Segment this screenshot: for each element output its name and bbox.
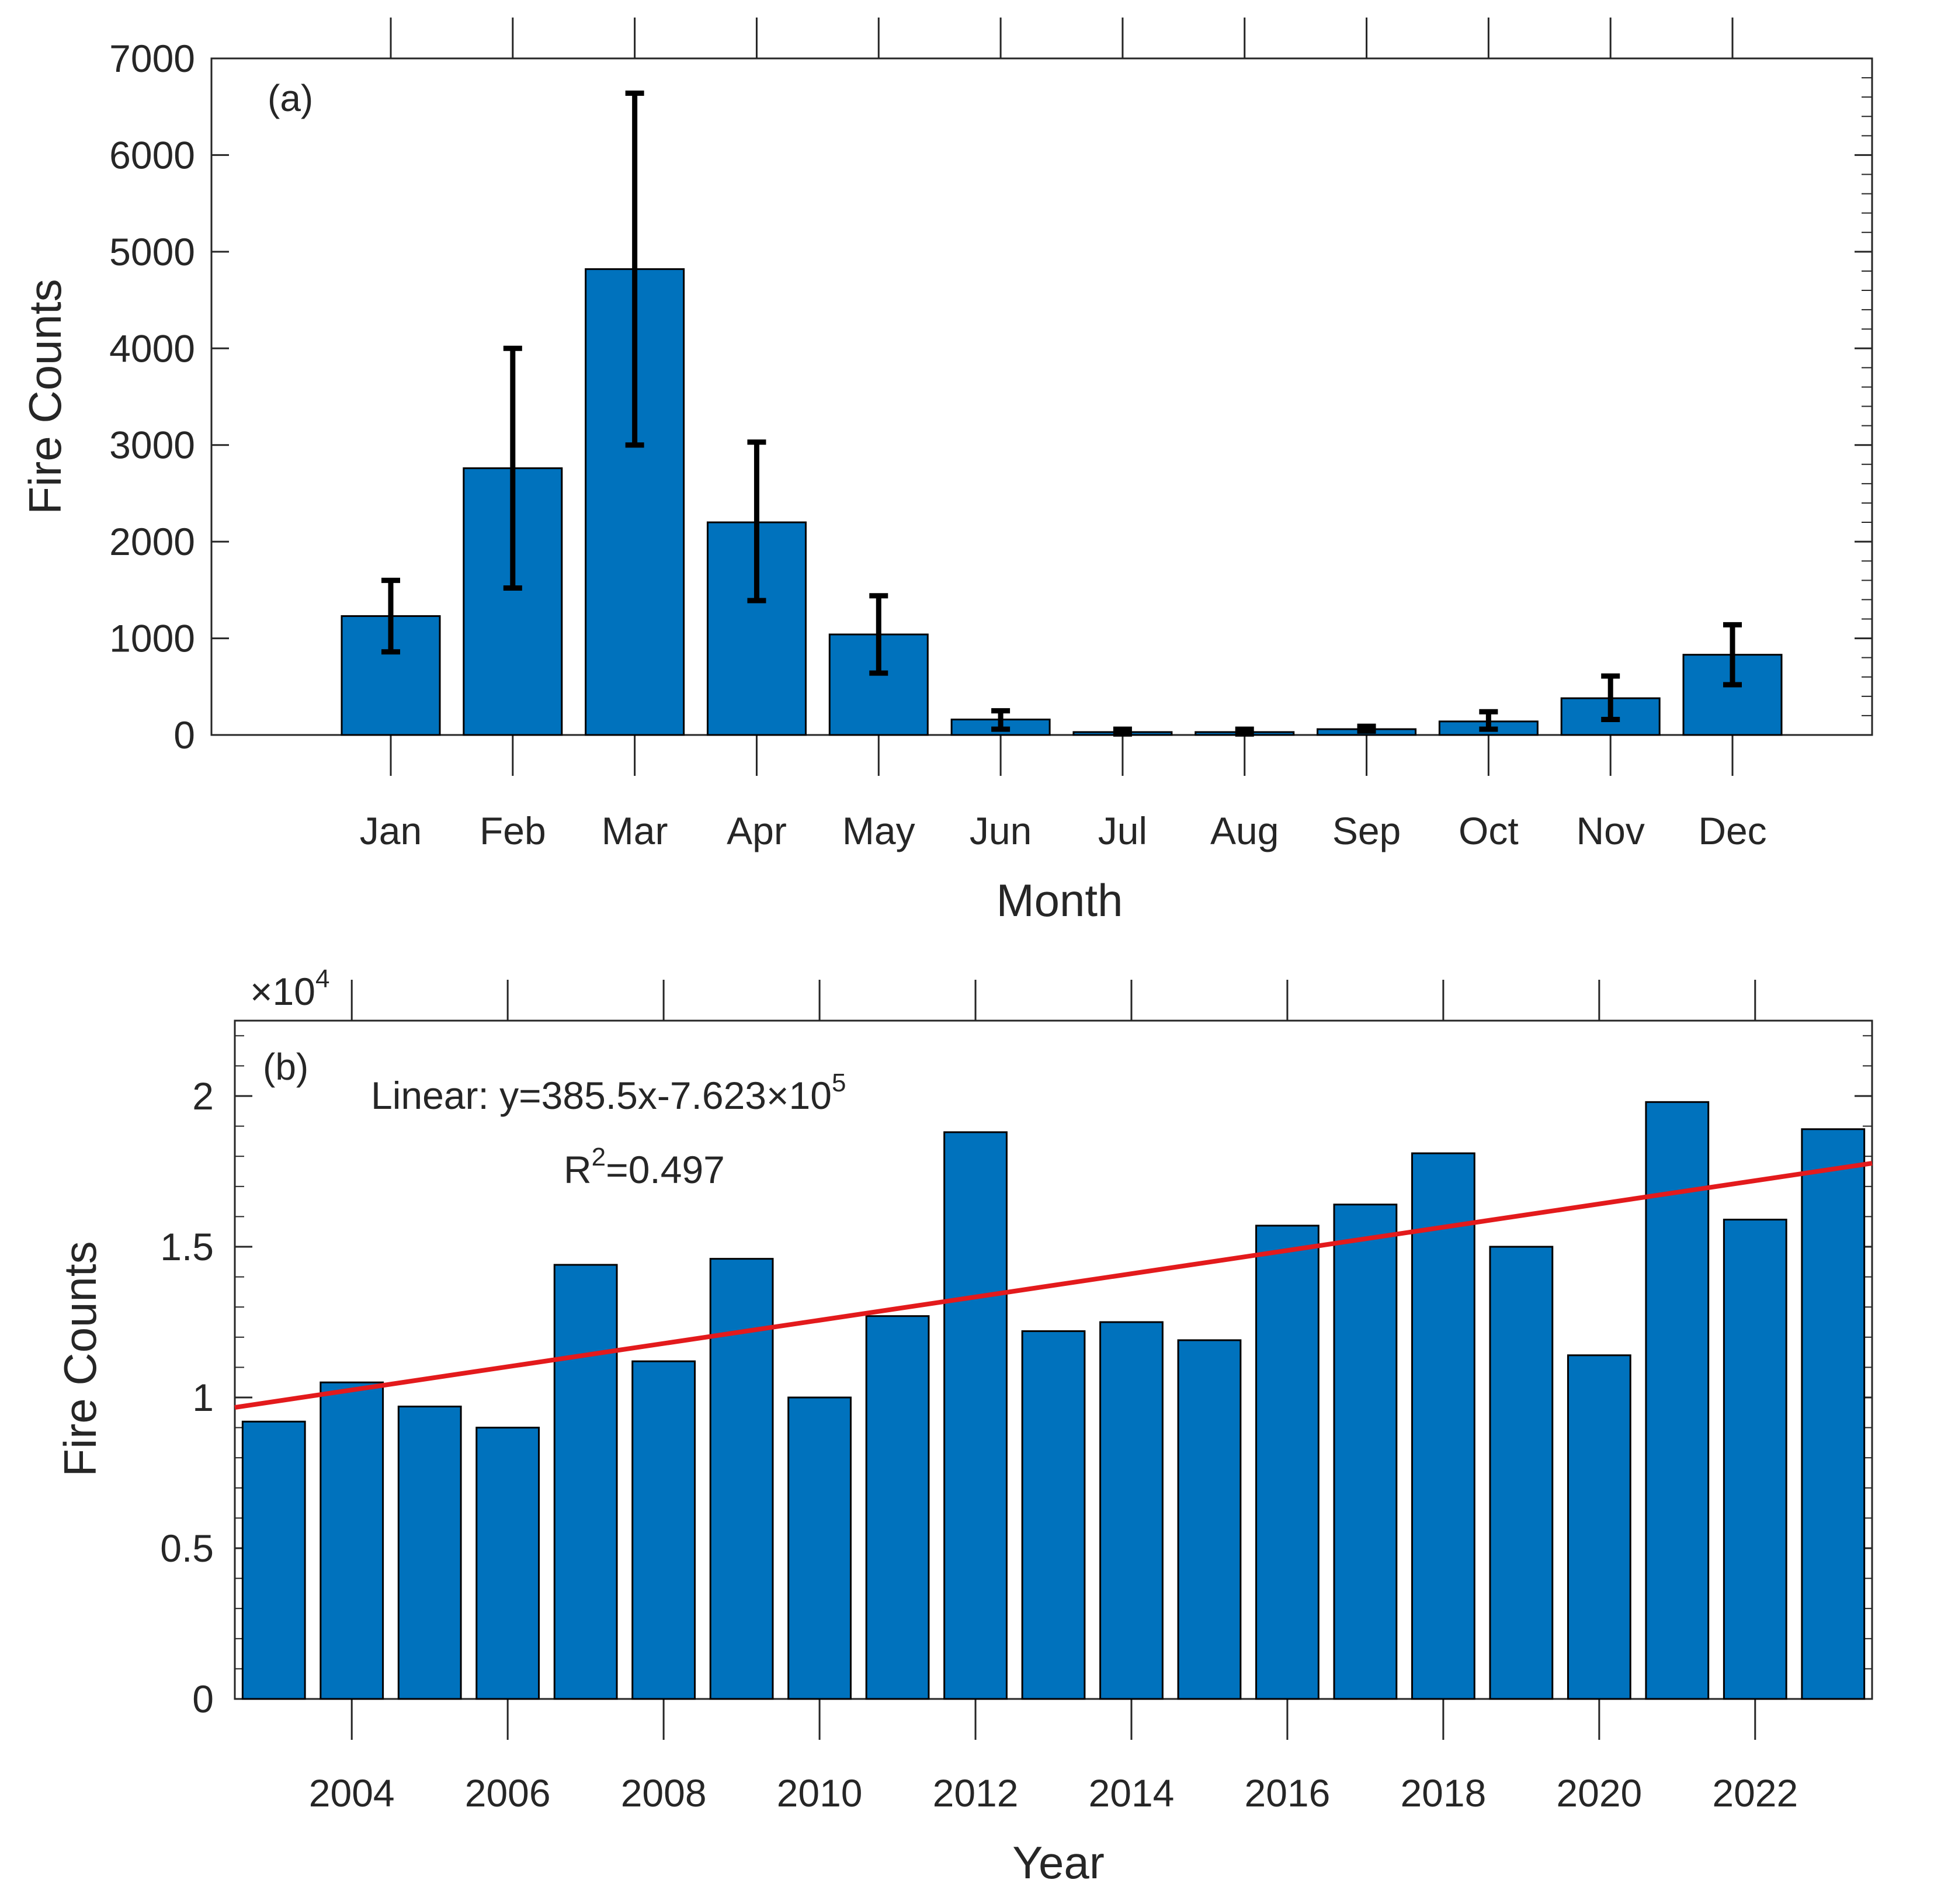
bar-2004 <box>320 1381 384 1700</box>
panel-a-x-axis-title: Month <box>996 875 1123 926</box>
x-tick-label: 2006 <box>465 1771 551 1815</box>
x-tick-label: 2004 <box>309 1771 395 1815</box>
x-tick-label: Jun <box>970 809 1032 852</box>
panel-a-axes-box <box>210 57 1873 736</box>
panel-a-monthly-chart: 0 1000 2000 3000 4000 5000 6000 7000 Jan Feb Mar A… <box>19 18 1873 926</box>
bar-2018 <box>1411 1152 1475 1700</box>
x-tick-label: 2018 <box>1400 1771 1486 1815</box>
bar-2019 <box>1489 1246 1554 1700</box>
panel-b-yearly-chart: 00.511.52 2004 2006 2008 2010 2012 2014 2016 20… <box>54 965 1873 1888</box>
bar-2023 <box>1801 1128 1866 1700</box>
panel-b-bars <box>241 1101 1866 1700</box>
x-tick-label: Jul <box>1098 809 1147 852</box>
bar-2009 <box>709 1258 774 1700</box>
trend-equation-power: 5 <box>832 1069 846 1097</box>
trend-equation: Linear: y=385.5x-7.623×105 <box>371 1069 846 1117</box>
y-tick-label: 1 <box>192 1376 214 1419</box>
y-tick-label: 2 <box>192 1074 214 1118</box>
panel-a-x-tick-labels: Jan Feb Mar Apr May Jun Jul Aug Sep Oct Nov Dec <box>360 809 1767 852</box>
panel-a-x-ticks <box>390 18 1734 776</box>
trend-equation-text: Linear: y=385.5x-7.623×10 <box>371 1074 832 1117</box>
panel-b-x-axis-title: Year <box>1012 1837 1105 1888</box>
bar-2010 <box>787 1396 852 1700</box>
bar-2017 <box>1333 1204 1398 1700</box>
x-tick-label: 2012 <box>933 1771 1019 1815</box>
x-tick-label: Dec <box>1698 809 1766 852</box>
bar-2021 <box>1645 1101 1710 1700</box>
r-squared-r: R <box>564 1148 592 1191</box>
y-tick-label: 7000 <box>109 37 195 80</box>
r-squared: R2=0.497 <box>564 1143 725 1191</box>
x-tick-label: Apr <box>727 809 787 852</box>
bar-2020 <box>1567 1354 1631 1700</box>
x-tick-label: 2010 <box>777 1771 863 1815</box>
r-squared-power: 2 <box>592 1143 606 1171</box>
panel-a-label: (a) <box>268 77 313 119</box>
bar-2007 <box>553 1264 618 1700</box>
x-tick-label: 2022 <box>1712 1771 1798 1815</box>
x-tick-label: Feb <box>480 809 546 852</box>
x-tick-label: May <box>842 809 915 852</box>
bar-2003 <box>241 1420 306 1700</box>
x-tick-label: Oct <box>1459 809 1519 852</box>
y-tick-label: 0 <box>192 1677 214 1721</box>
bar-2005 <box>397 1405 462 1700</box>
x-tick-label: Sep <box>1332 809 1401 852</box>
panel-b-x-tick-labels: 2004 2006 2008 2010 2012 2014 2016 2018 2020 2022 <box>309 1771 1798 1815</box>
trend-line <box>234 1161 1873 1410</box>
bar-2006 <box>475 1427 540 1700</box>
y-exponent-power: 4 <box>315 965 329 993</box>
y-tick-label: 1000 <box>109 617 195 660</box>
x-tick-label: 2014 <box>1089 1771 1175 1815</box>
r-squared-value: =0.497 <box>606 1148 725 1191</box>
panel-a-bars <box>341 268 1783 736</box>
x-tick-label: 2020 <box>1556 1771 1642 1815</box>
y-exponent-label: ×104 <box>250 965 329 1013</box>
panel-b-y-axis-title: Fire Counts <box>54 1241 106 1476</box>
y-tick-label: 2000 <box>109 520 195 563</box>
y-tick-label: 5000 <box>109 230 195 273</box>
bar-2011 <box>865 1315 930 1700</box>
y-tick-label: 0 <box>173 713 195 757</box>
x-tick-label: Mar <box>602 809 668 852</box>
x-tick-label: Nov <box>1576 809 1644 852</box>
bar-2014 <box>1099 1321 1164 1700</box>
y-tick-label: 0.5 <box>160 1527 214 1570</box>
panel-a-y-axis-title: Fire Counts <box>19 279 71 514</box>
panel-b-label: (b) <box>263 1046 308 1088</box>
y-tick-label: 1.5 <box>160 1225 214 1268</box>
bar-2022 <box>1723 1219 1787 1700</box>
x-tick-label: Aug <box>1210 809 1279 852</box>
bar-2015 <box>1177 1339 1242 1700</box>
y-exponent-base: ×10 <box>250 970 315 1013</box>
panel-a-y-ticks <box>211 57 1872 736</box>
panel-b-y-tick-labels: 0 0.5 1 1.5 2 <box>160 1074 214 1721</box>
y-tick-label: 3000 <box>109 424 195 467</box>
bar-2013 <box>1021 1330 1086 1700</box>
y-tick-label: 6000 <box>109 133 195 176</box>
bar-2012 <box>943 1131 1008 1700</box>
x-tick-label: 2016 <box>1245 1771 1331 1815</box>
y-tick-label: 4000 <box>109 327 195 370</box>
x-tick-label: 2008 <box>621 1771 707 1815</box>
panel-b-x-ticks <box>350 980 1756 1740</box>
panel-a-y-tick-labels: 0 1000 2000 3000 4000 5000 6000 7000 <box>109 37 195 757</box>
x-tick-label: Jan <box>360 809 422 852</box>
panel-a-error-bars <box>381 91 1742 737</box>
bar-2016 <box>1255 1225 1320 1700</box>
bar-2008 <box>631 1360 696 1700</box>
